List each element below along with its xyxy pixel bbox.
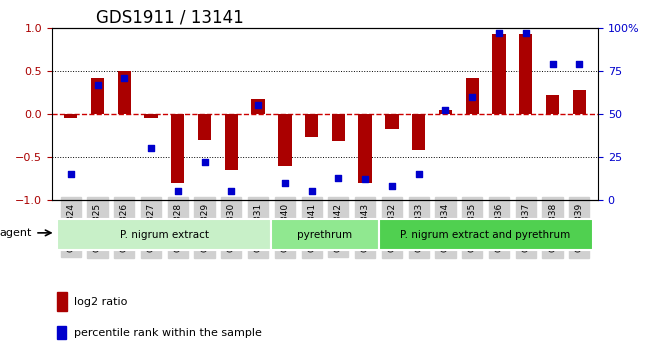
Bar	[57, 292, 68, 311]
Point	[467, 94, 477, 99]
Point	[200, 159, 210, 165]
Point	[333, 175, 344, 180]
FancyBboxPatch shape	[272, 219, 378, 250]
Bar	[573, 90, 586, 114]
Bar	[546, 95, 559, 114]
Point	[226, 189, 237, 194]
Point	[306, 189, 317, 194]
Text: pyrethrum: pyrethrum	[298, 230, 352, 239]
Text: GDS1911 / 13141: GDS1911 / 13141	[96, 8, 244, 26]
Bar	[198, 114, 211, 140]
Text: P. nigrum extract: P. nigrum extract	[120, 230, 209, 239]
Point	[387, 184, 397, 189]
Point	[574, 61, 584, 67]
Point	[92, 82, 103, 87]
Bar	[332, 114, 345, 141]
Bar	[91, 78, 104, 114]
Point	[66, 171, 76, 177]
Text: agent: agent	[0, 228, 32, 238]
Text: P. nigrum extract and pyrethrum: P. nigrum extract and pyrethrum	[400, 230, 571, 239]
Bar	[358, 114, 372, 183]
Point	[521, 30, 531, 36]
Bar	[492, 34, 506, 114]
Point	[253, 102, 263, 108]
Bar	[144, 114, 158, 118]
Bar	[385, 114, 398, 129]
FancyBboxPatch shape	[57, 219, 272, 250]
FancyBboxPatch shape	[378, 219, 593, 250]
Text: percentile rank within the sample: percentile rank within the sample	[74, 328, 262, 337]
Point	[494, 30, 504, 36]
Point	[547, 61, 558, 67]
Bar	[171, 114, 185, 183]
Point	[360, 177, 370, 182]
Bar	[278, 114, 292, 166]
Bar	[439, 110, 452, 114]
Bar	[118, 71, 131, 114]
Point	[173, 189, 183, 194]
Text: log2 ratio: log2 ratio	[74, 297, 127, 306]
Bar	[412, 114, 425, 150]
Point	[119, 75, 129, 80]
Bar	[57, 326, 66, 339]
Bar	[64, 114, 77, 118]
Bar	[225, 114, 238, 170]
Bar	[519, 34, 532, 114]
Point	[440, 108, 450, 113]
Bar	[305, 114, 318, 137]
Point	[280, 180, 290, 186]
Point	[146, 146, 156, 151]
Bar	[252, 99, 265, 114]
Point	[413, 171, 424, 177]
Bar	[465, 78, 479, 114]
